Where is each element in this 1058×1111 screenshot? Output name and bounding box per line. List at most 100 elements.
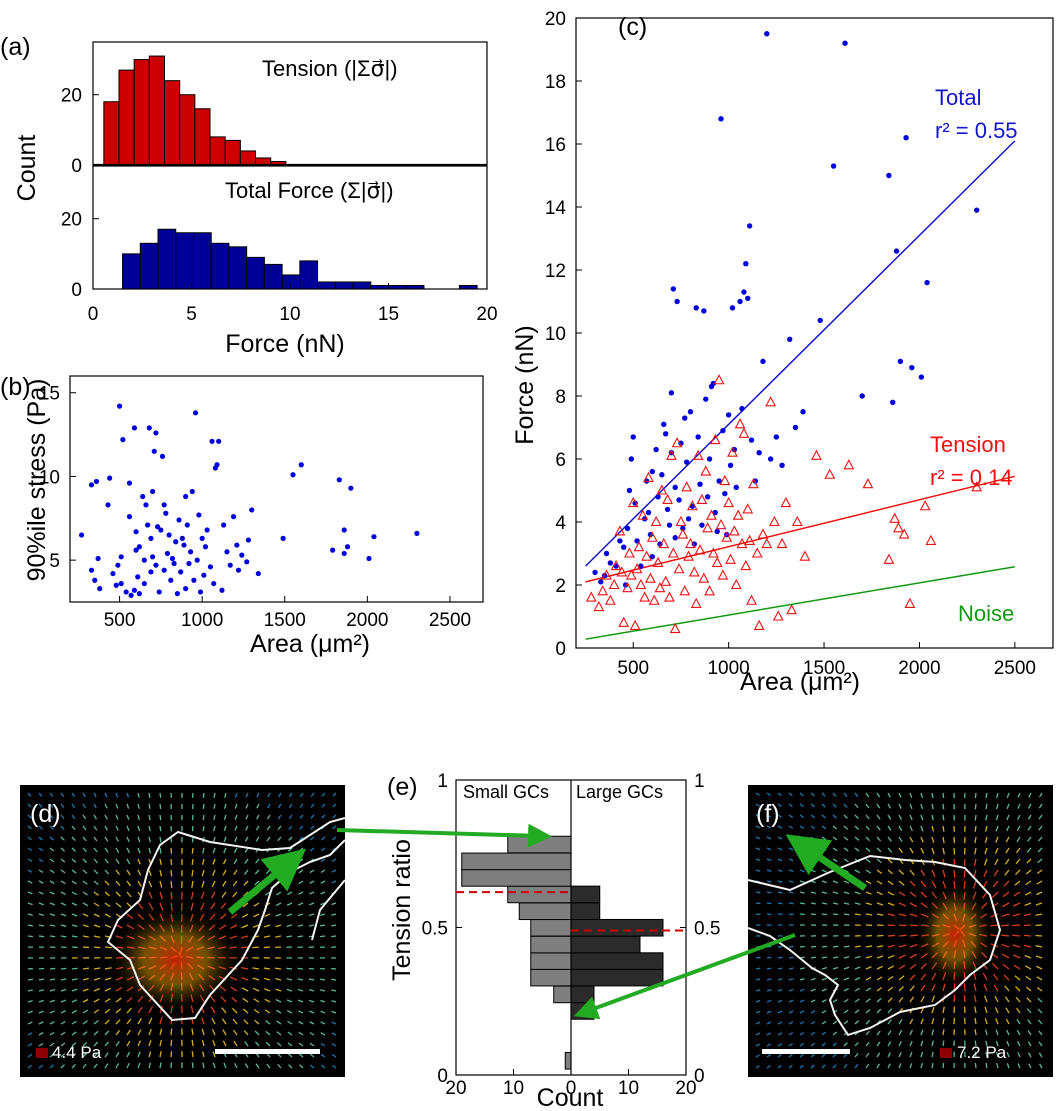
traction-vector (985, 792, 988, 799)
traction-vector (49, 913, 56, 917)
traction-vector (898, 924, 907, 927)
traction-vector (320, 1053, 326, 1058)
traction-vector (931, 1018, 935, 1025)
panel-b-frame (69, 375, 484, 603)
traction-vector (898, 913, 907, 917)
stress-point (171, 560, 177, 567)
traction-vector (898, 814, 903, 820)
traction-vector (27, 978, 33, 981)
total-force-point (767, 456, 774, 462)
traction-vector (320, 858, 326, 863)
stress-point (95, 555, 101, 562)
traction-vector (254, 1041, 260, 1047)
stress-point (146, 425, 152, 431)
traction-vector (60, 792, 65, 797)
traction-vector (994, 858, 999, 866)
traction-vector (27, 880, 33, 884)
traction-vector (309, 1010, 315, 1014)
stress-point (150, 554, 156, 560)
traction-vector (898, 1041, 903, 1047)
traction-vector (82, 967, 90, 970)
traction-vector (243, 891, 249, 897)
traction-vector (202, 803, 205, 809)
tension-point (688, 566, 700, 577)
traction-vector (1035, 902, 1043, 906)
traction-vector (821, 891, 828, 894)
noise-fit-line (585, 565, 1015, 640)
traction-vector (287, 1020, 293, 1025)
traction-vector (104, 836, 109, 842)
traction-vector (865, 792, 870, 798)
panel-c-ytick-label: 6 (555, 450, 566, 471)
total-force-point (760, 358, 766, 365)
traction-vector (38, 847, 44, 852)
traction-vector (49, 1064, 54, 1069)
traction-vector (854, 869, 861, 874)
traction-vector (1024, 902, 1032, 907)
traction-vector (244, 1063, 249, 1069)
traction-vector (71, 891, 77, 896)
tension-point (919, 500, 931, 511)
tension-point (748, 478, 759, 489)
traction-vector (876, 792, 881, 798)
traction-vector (1015, 858, 1021, 865)
traction-vector (137, 902, 144, 910)
traction-vector (974, 1006, 977, 1014)
tension-point (624, 547, 635, 558)
traction-vector (876, 987, 883, 992)
traction-vector (310, 825, 315, 830)
traction-vector (277, 836, 282, 842)
traction-vector (115, 880, 121, 886)
traction-vector (276, 1020, 282, 1025)
traction-vector (212, 858, 216, 865)
traction-vector (766, 869, 772, 872)
traction-vector (909, 891, 917, 898)
traction-vector (27, 869, 33, 873)
traction-vector (832, 998, 838, 1003)
traction-vector (104, 924, 112, 929)
tension-point (652, 556, 664, 568)
traction-vector (27, 1043, 33, 1047)
traction-vector (159, 1062, 162, 1069)
traction-vector (1017, 1063, 1021, 1069)
traction-vector (898, 954, 906, 959)
traction-vector (93, 1052, 98, 1058)
traction-vector (887, 954, 895, 959)
panel-b-xtick-label: 2500 (429, 610, 471, 631)
traction-vector (843, 858, 849, 863)
traction-vector (1023, 934, 1032, 937)
traction-vector (992, 962, 999, 970)
tension-point (660, 575, 672, 586)
traction-vector (799, 1010, 805, 1014)
traction-vector (93, 1041, 99, 1047)
traction-vector (287, 1053, 293, 1058)
traction-vector (1027, 836, 1032, 842)
traction-vector (985, 814, 988, 821)
traction-vector (920, 995, 925, 1003)
traction-vector (104, 1019, 110, 1025)
tension-point (709, 433, 721, 445)
traction-vector (766, 891, 772, 894)
traction-vector (973, 858, 977, 866)
traction-vector (321, 792, 326, 797)
traction-vector (115, 858, 120, 864)
traction-vector (1017, 1052, 1021, 1058)
traction-vector (137, 1029, 142, 1036)
traction-vector (232, 891, 238, 898)
traction-vector (799, 803, 804, 808)
traction-vector (242, 1008, 249, 1014)
stress-point (126, 514, 133, 520)
traction-vector (766, 999, 772, 1003)
traction-vector (942, 825, 945, 832)
traction-vector (755, 825, 761, 829)
panel-d-green-arrow (227, 848, 307, 915)
total-force-point (655, 494, 661, 500)
traction-vector (1038, 814, 1043, 820)
traction-vector (104, 847, 109, 853)
traction-vector (887, 913, 895, 917)
total-force-point (720, 427, 726, 434)
traction-vector (994, 847, 999, 854)
traction-vector (159, 869, 163, 877)
traction-vector (49, 858, 55, 863)
traction-vector (1026, 858, 1032, 864)
